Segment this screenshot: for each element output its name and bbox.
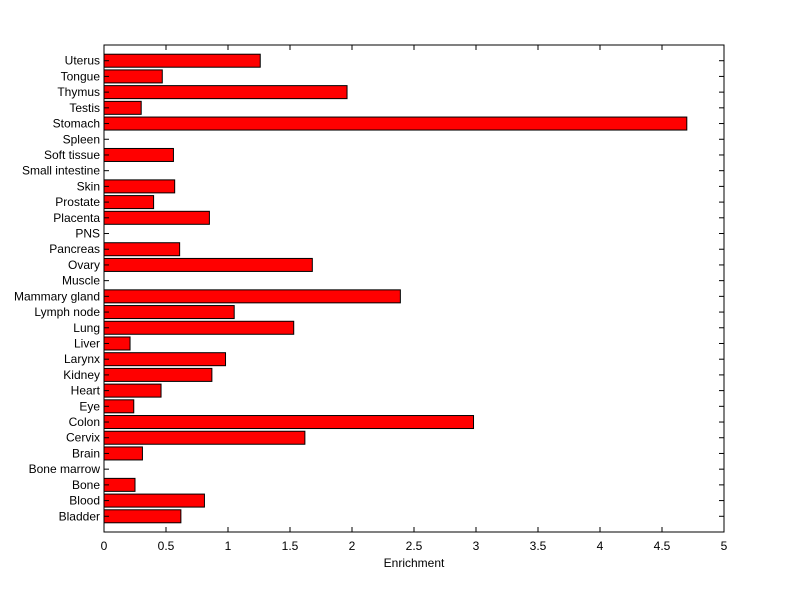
- bar-colon: [103, 415, 475, 430]
- bar-kidney: [103, 367, 213, 382]
- bar-soft-tissue: [103, 147, 174, 162]
- x-tick-label: 3.5: [530, 539, 547, 553]
- x-tick-label: 3: [473, 539, 480, 553]
- x-tick-label: 0: [101, 539, 108, 553]
- x-tick-label: 1.5: [282, 539, 299, 553]
- y-tick-label-soft-tissue: Soft tissue: [44, 148, 100, 162]
- y-tick-label-lymph-node: Lymph node: [34, 305, 100, 319]
- x-tick-label: 5: [721, 539, 728, 553]
- y-tick-label-uterus: Uterus: [65, 54, 100, 68]
- x-tick-label: 2.5: [406, 539, 423, 553]
- x-tick-label: 0.5: [158, 539, 175, 553]
- x-tick-label: 2: [349, 539, 356, 553]
- bar-placenta: [103, 210, 210, 225]
- y-tick-label-liver: Liver: [74, 336, 100, 350]
- y-tick-label-kidney: Kidney: [63, 368, 100, 382]
- x-axis-title: Enrichment: [384, 556, 445, 570]
- bars-layer: [103, 53, 688, 524]
- bar-prostate: [103, 195, 155, 210]
- y-tick-label-ovary: Ovary: [68, 258, 100, 272]
- y-tick-label-stomach: Stomach: [53, 117, 100, 131]
- y-tick-label-cervix: Cervix: [66, 431, 100, 445]
- bar-bladder: [103, 509, 182, 524]
- y-tick-label-bladder: Bladder: [59, 509, 100, 523]
- x-tick-label: 4: [597, 539, 604, 553]
- bar-blood: [103, 493, 205, 508]
- y-tick-label-mammary-gland: Mammary gland: [14, 289, 100, 303]
- y-tick-label-spleen: Spleen: [63, 132, 100, 146]
- bar-mammary-gland: [103, 289, 401, 304]
- y-tick-label-tongue: Tongue: [61, 69, 101, 83]
- bar-testis: [103, 100, 142, 115]
- bar-thymus: [103, 85, 348, 100]
- y-tick-label-thymus: Thymus: [57, 85, 100, 99]
- y-tick-label-bone: Bone: [72, 478, 100, 492]
- y-tick-label-heart: Heart: [71, 384, 101, 398]
- bar-larynx: [103, 352, 227, 367]
- x-tick-label: 1: [225, 539, 232, 553]
- y-tick-label-brain: Brain: [72, 446, 100, 460]
- y-tick-label-testis: Testis: [69, 101, 100, 115]
- y-tick-label-pancreas: Pancreas: [49, 242, 100, 256]
- bar-ovary: [103, 257, 313, 272]
- bar-brain: [103, 446, 143, 461]
- bar-cervix: [103, 430, 306, 445]
- y-tick-label-pns: PNS: [75, 227, 100, 241]
- y-tick-label-bone-marrow: Bone marrow: [29, 462, 101, 476]
- bar-lymph-node: [103, 305, 235, 320]
- y-tick-label-placenta: Placenta: [53, 211, 100, 225]
- x-tick-label: 4.5: [654, 539, 671, 553]
- bar-uterus: [103, 53, 261, 68]
- bar-stomach: [103, 116, 688, 131]
- bar-pancreas: [103, 242, 181, 257]
- y-tick-label-larynx: Larynx: [64, 352, 100, 366]
- bar-tongue: [103, 69, 163, 84]
- y-tick-label-lung: Lung: [73, 321, 100, 335]
- bar-heart: [103, 383, 162, 398]
- y-tick-label-skin: Skin: [77, 179, 100, 193]
- y-tick-label-prostate: Prostate: [55, 195, 100, 209]
- bar-lung: [103, 320, 295, 335]
- y-tick-label-eye: Eye: [79, 399, 100, 413]
- y-tick-label-colon: Colon: [69, 415, 100, 429]
- bar-skin: [103, 179, 176, 194]
- y-tick-label-muscle: Muscle: [62, 274, 100, 288]
- y-tick-label-blood: Blood: [69, 494, 100, 508]
- y-tick-label-small-intestine: Small intestine: [22, 164, 100, 178]
- plot-frame: [103, 44, 725, 533]
